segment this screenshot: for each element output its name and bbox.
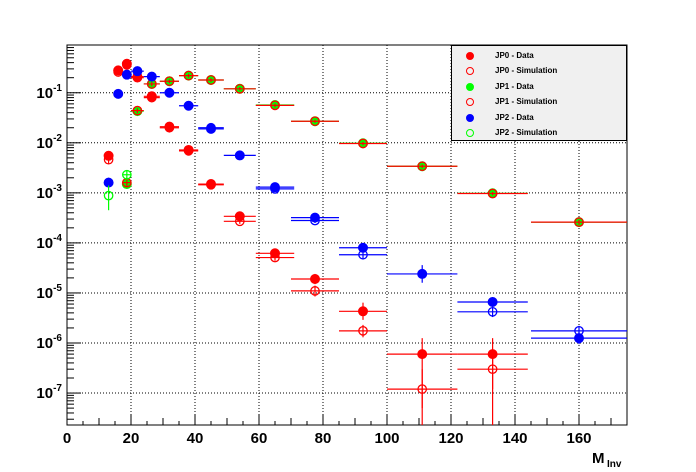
data-point [417, 268, 428, 279]
legend-entry-jp2-simulation: JP2 - Simulation [452, 126, 628, 140]
data-point [121, 69, 132, 80]
data-point [574, 325, 584, 336]
y-tick-exponent: -6 [53, 333, 62, 344]
x-tick-label: 120 [438, 430, 463, 447]
legend-label-jp0-simulation: JP0 - Simulation [495, 66, 558, 75]
data-point [164, 87, 175, 98]
data-point [146, 92, 157, 103]
y-tick-base: 10 [36, 335, 53, 352]
data-point [417, 349, 428, 360]
data-point [358, 138, 368, 149]
y-tick-exponent: -7 [53, 383, 62, 394]
x-tick-label: 160 [566, 430, 591, 447]
data-point [234, 216, 245, 227]
data-point [310, 116, 320, 127]
data-point [358, 249, 368, 260]
x-tick-label: 140 [502, 430, 527, 447]
legend-entry-jp0-data: JP0 - Data [452, 49, 628, 63]
y-tick-exponent: -1 [53, 83, 62, 94]
data-series [103, 58, 627, 425]
y-tick-exponent: -5 [53, 283, 62, 294]
x-axis-label: M [592, 450, 605, 467]
data-point [183, 70, 194, 81]
data-point [270, 100, 280, 111]
data-point [487, 306, 498, 317]
data-point [206, 122, 216, 133]
y-tick-label: 10-7 [36, 383, 62, 402]
data-point [234, 83, 245, 94]
y-tick-base: 10 [36, 85, 53, 102]
legend-label-jp1-simulation: JP1 - Simulation [495, 97, 558, 106]
y-tick-base: 10 [36, 235, 53, 252]
data-point [121, 169, 132, 180]
data-point [113, 67, 124, 77]
data-point [164, 76, 175, 87]
axes: 0 20 40 60 80 100 120 140 16010-710-610-510-410-… [36, 47, 612, 447]
x-tick-label: 100 [374, 430, 399, 447]
y-tick-label: 10-2 [36, 133, 62, 152]
y-tick-base: 10 [36, 385, 53, 402]
data-point [270, 252, 280, 263]
x-tick-label: 40 [187, 430, 204, 447]
legend-marker-jp1-simulation [466, 98, 474, 106]
legend-marker-jp0-simulation [466, 67, 474, 75]
legend-marker-jp2-data [466, 114, 474, 122]
y-tick-label: 10-6 [36, 333, 62, 352]
data-point [487, 364, 498, 375]
data-point [574, 217, 584, 227]
y-tick-label: 10-4 [36, 233, 62, 252]
legend-label-jp2-simulation: JP2 - Simulation [495, 128, 558, 137]
data-point [487, 188, 498, 199]
data-point [358, 325, 368, 336]
data-point [310, 286, 320, 296]
y-tick-label: 10-5 [36, 283, 62, 302]
data-point [487, 296, 498, 307]
x-tick-label: 0 [63, 430, 71, 447]
data-point [183, 100, 194, 111]
y-tick-label: 10-3 [36, 183, 62, 202]
data-point [103, 190, 114, 201]
data-point [206, 179, 216, 190]
legend-entry-jp1-simulation: JP1 - Simulation [452, 95, 628, 109]
data-point [417, 161, 428, 172]
legend-label-jp0-data: JP0 - Data [495, 51, 534, 60]
y-tick-exponent: -4 [53, 233, 62, 244]
legend-marker-jp0-data [466, 52, 474, 60]
x-tick-label: 60 [251, 430, 268, 447]
y-tick-exponent: -2 [53, 133, 62, 144]
data-point [164, 122, 175, 133]
data-point [103, 154, 114, 165]
data-point [310, 215, 320, 226]
data-point [113, 88, 124, 99]
y-tick-base: 10 [36, 285, 53, 302]
data-point [270, 184, 280, 194]
data-point [310, 274, 320, 285]
legend-label-jp2-data: JP2 - Data [495, 113, 534, 122]
y-tick-base: 10 [36, 135, 53, 152]
legend-marker-jp2-simulation [466, 129, 474, 137]
legend-entry-jp1-data: JP1 - Data [452, 80, 628, 94]
data-point [183, 146, 194, 156]
data-point [132, 105, 143, 116]
legend-entry-jp2-data: JP2 - Data [452, 111, 628, 125]
data-point [417, 384, 428, 394]
data-point [132, 66, 143, 77]
data-point [206, 75, 216, 85]
data-point [358, 306, 368, 317]
data-point [146, 71, 157, 82]
x-tick-label: 20 [123, 430, 140, 447]
y-tick-base: 10 [36, 185, 53, 202]
y-tick-label: 10-1 [36, 83, 62, 102]
y-tick-exponent: -3 [53, 183, 62, 194]
legend: JP0 - Data JP0 - Simulation JP1 - Data J… [451, 45, 627, 141]
legend-entry-jp0-simulation: JP0 - Simulation [452, 64, 628, 78]
x-axis-label-subscript: Inv [607, 459, 622, 470]
data-point [234, 150, 245, 161]
legend-marker-jp1-data [466, 83, 474, 91]
legend-label-jp1-data: JP1 - Data [495, 82, 534, 91]
data-point [121, 60, 132, 70]
x-tick-label: 80 [315, 430, 332, 447]
